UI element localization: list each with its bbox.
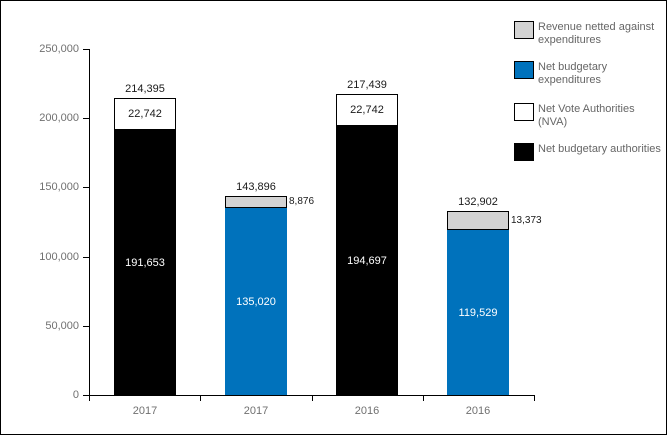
legend-swatch — [514, 61, 534, 79]
bar-segment: 135,020 — [225, 208, 287, 395]
y-tick-label: 250,000 — [39, 43, 79, 55]
x-tick-mark — [200, 396, 201, 401]
x-tick-mark — [423, 396, 424, 401]
bar-segment: 119,529 — [447, 230, 509, 395]
y-tick-mark — [83, 257, 89, 258]
x-category-label: 2017 — [243, 405, 269, 417]
bar-total-label: 143,896 — [236, 181, 276, 193]
bar-segment-label: 8,876 — [289, 196, 315, 207]
bar-segment-label: 13,373 — [511, 215, 542, 226]
legend-item: Revenue netted against expenditures — [514, 21, 664, 47]
bar-total-label: 132,902 — [458, 196, 498, 208]
bar-segment — [447, 211, 509, 230]
x-category-label: 2016 — [465, 405, 491, 417]
y-tick-label: 50,000 — [45, 320, 79, 332]
x-axis-line — [89, 395, 535, 396]
y-tick-label: 100,000 — [39, 251, 79, 263]
y-tick-mark — [83, 326, 89, 327]
x-category-label: 2016 — [354, 405, 380, 417]
y-tick-mark — [83, 49, 89, 50]
x-tick-mark — [89, 396, 90, 401]
y-tick-mark — [83, 395, 89, 396]
y-tick-label: 0 — [72, 389, 79, 401]
y-axis-line — [89, 49, 90, 396]
legend-item: Net Vote Authorities (NVA) — [514, 103, 664, 129]
bar-segment: 194,697 — [336, 126, 398, 395]
bar-segment: 191,653 — [114, 130, 176, 395]
legend-label: Net Vote Authorities (NVA) — [538, 103, 635, 128]
legend-item: Net budgetary expenditures — [514, 61, 664, 87]
y-tick-label: 200,000 — [39, 112, 79, 124]
legend-label: Revenue netted against expenditures — [538, 21, 655, 46]
legend-label: Net budgetary expenditures — [538, 61, 608, 86]
y-tick-mark — [83, 118, 89, 119]
legend-item: Net budgetary authorities — [514, 143, 664, 161]
x-tick-mark — [312, 396, 313, 401]
legend-swatch — [514, 21, 534, 39]
bar-segment: 22,742 — [336, 94, 398, 126]
y-tick-mark — [83, 187, 89, 188]
x-category-label: 2017 — [132, 405, 158, 417]
x-tick-mark — [534, 396, 535, 401]
bar-segment: 22,742 — [114, 98, 176, 130]
legend-label: Net budgetary authorities — [538, 143, 661, 155]
legend-swatch — [514, 143, 534, 161]
bar-total-label: 217,439 — [347, 79, 387, 91]
bar-segment — [225, 196, 287, 208]
legend-swatch — [514, 103, 534, 121]
y-tick-label: 150,000 — [39, 181, 79, 193]
bar-total-label: 214,395 — [125, 83, 165, 95]
